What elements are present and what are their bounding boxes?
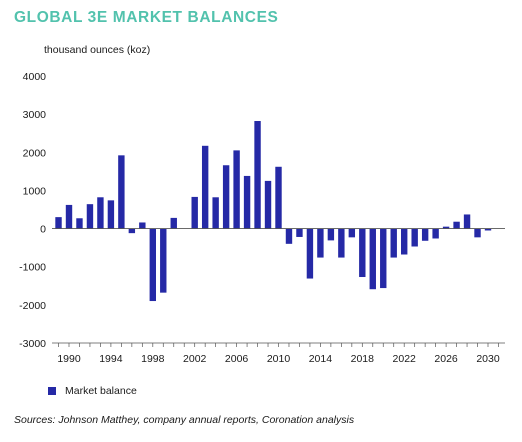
- bar: [296, 228, 303, 237]
- bar: [338, 228, 345, 258]
- bar: [442, 226, 450, 229]
- bar: [118, 155, 125, 229]
- bar: [285, 228, 293, 244]
- legend: Market balance: [48, 385, 137, 397]
- source-note: Sources: Johnson Matthey, company annual…: [14, 414, 355, 426]
- bar: [191, 196, 198, 229]
- bar: [306, 228, 314, 279]
- bar: [76, 218, 83, 229]
- bar: [233, 150, 240, 229]
- x-tick-label: 2030: [476, 353, 500, 365]
- chart-title: GLOBAL 3E MARKET BALANCES: [14, 9, 279, 26]
- x-tick-label: 2002: [183, 353, 207, 365]
- x-tick-label: 2018: [351, 353, 375, 365]
- x-tick-label: 2006: [225, 353, 249, 365]
- y-tick-label: 1000: [23, 185, 47, 197]
- bar: [254, 121, 261, 229]
- bar: [421, 228, 429, 241]
- bar: [390, 228, 397, 258]
- bar: [275, 166, 282, 229]
- y-tick-label: 2000: [23, 147, 47, 159]
- bar: [380, 228, 387, 289]
- bar: [55, 217, 62, 229]
- bar: [463, 214, 471, 229]
- bar: [474, 228, 481, 238]
- bar: [170, 217, 177, 229]
- bar: [369, 228, 376, 290]
- bar: [65, 204, 73, 229]
- bar: [149, 228, 156, 302]
- y-tick-label: -2000: [19, 300, 46, 312]
- bar: [128, 228, 136, 234]
- bar: [86, 204, 94, 229]
- x-tick-label: 2010: [267, 353, 291, 365]
- x-tick-label: 2022: [393, 353, 417, 365]
- x-tick-label: 1990: [57, 353, 81, 365]
- y-axis-label: thousand ounces (koz): [44, 44, 151, 56]
- y-tick-label: -1000: [19, 262, 46, 274]
- bar: [243, 175, 251, 229]
- bar: [139, 222, 146, 229]
- x-tick-label: 2014: [309, 353, 333, 365]
- bar: [264, 180, 272, 229]
- bar: [359, 228, 366, 278]
- bar: [160, 228, 167, 293]
- bar: [222, 165, 230, 229]
- legend-swatch: [48, 387, 56, 395]
- x-tick-label: 1994: [99, 353, 123, 365]
- bar: [317, 228, 324, 258]
- x-tick-label: 1998: [141, 353, 165, 365]
- bar: [453, 221, 460, 229]
- legend-label: Market balance: [65, 385, 137, 397]
- y-tick-label: -3000: [19, 338, 46, 350]
- y-tick-label: 4000: [23, 71, 47, 83]
- bar: [107, 200, 115, 229]
- bar: [432, 228, 439, 239]
- bar: [201, 145, 209, 229]
- bar: [348, 228, 356, 238]
- bar: [411, 228, 418, 247]
- bar: [401, 228, 408, 255]
- bar: [97, 197, 104, 229]
- y-tick-label: 0: [40, 224, 46, 236]
- bar: [484, 228, 492, 231]
- bar: [212, 197, 219, 229]
- bar: [327, 228, 335, 241]
- x-tick-label: 2026: [434, 353, 458, 365]
- y-tick-label: 3000: [23, 109, 47, 121]
